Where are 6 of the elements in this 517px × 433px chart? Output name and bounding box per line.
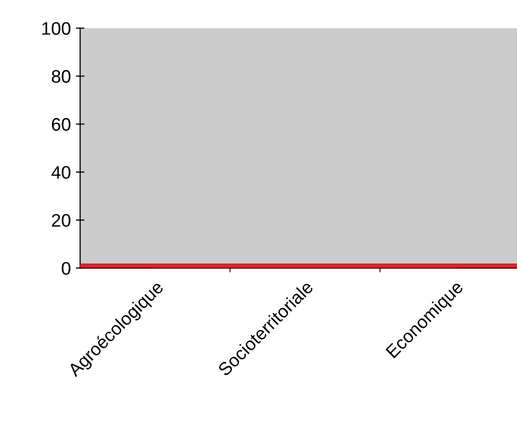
y-tick-label: 80 [52,70,70,83]
y-tick-label: 100 [42,22,70,35]
y-tick-label: 20 [52,214,70,227]
y-tick-label: 0 [62,262,70,275]
y-tick-label: 40 [51,166,70,179]
y-tick-label: 60 [52,118,70,131]
